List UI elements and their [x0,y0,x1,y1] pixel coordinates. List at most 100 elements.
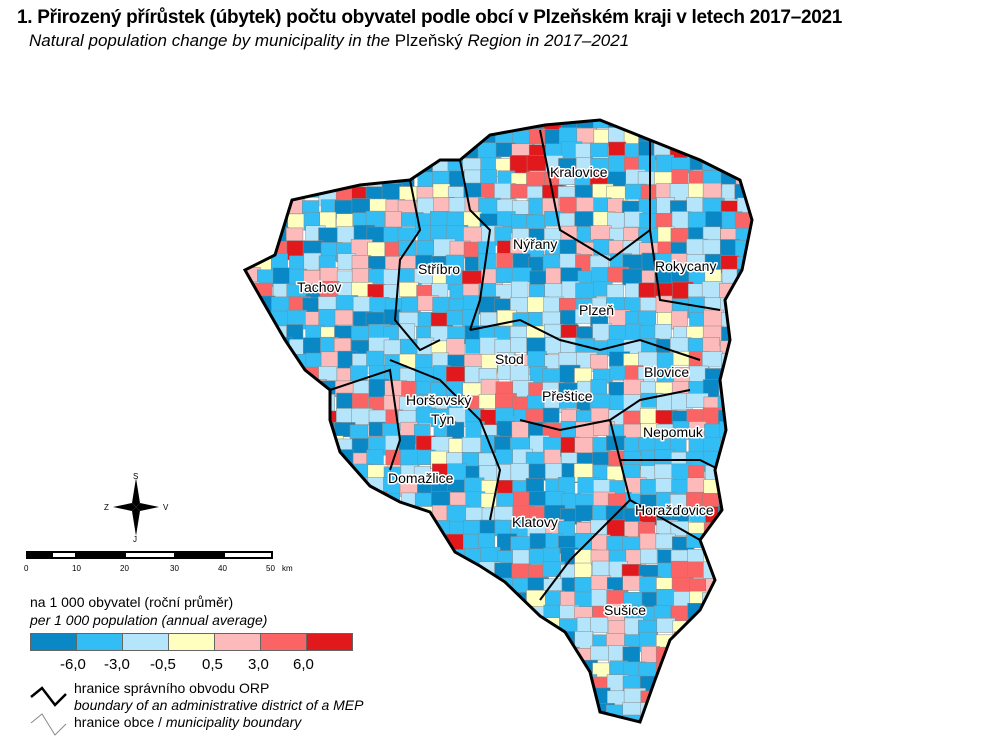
municipality-cell [415,592,435,610]
municipality-cell [350,588,372,605]
municipality-cell [654,715,671,722]
municipality-cell [751,592,752,608]
municipality-cell [703,437,721,453]
municipality-cell [734,590,752,606]
municipality-cell [750,620,752,638]
municipality-cell [465,578,487,595]
municipality-cell [734,407,752,426]
legend-break: 6,0 [293,656,314,673]
municipality-cell [672,717,695,722]
municipality-cell [337,155,358,173]
municipality-cell [753,449,770,466]
municipality-cell [481,120,503,135]
municipality-cell [351,522,373,542]
scale-tick: 10 [72,564,81,573]
municipality-cell [718,702,737,719]
municipality-cell [256,380,275,401]
municipality-cell [254,214,272,233]
municipality-cell [415,354,433,369]
municipality-cell [526,673,544,689]
municipality-cell [245,494,261,514]
label-prestice: Přeštice [542,388,593,404]
municipality-cell [400,590,419,606]
municipality-cell [385,633,404,653]
legend-muni-cz: hranice obce / [74,714,162,730]
municipality-cell [271,450,292,470]
municipality-cell [751,493,752,512]
municipality-cell [751,126,752,142]
municipality-cell [304,505,322,525]
municipality-cell [272,661,294,677]
municipality-cell [751,688,752,708]
municipality-cell [245,129,261,150]
municipality-cell [688,660,708,679]
municipality-cell [621,120,642,129]
municipality-cell [256,519,277,536]
label-nyrany: Nýřany [513,236,557,252]
municipality-cell [254,182,275,202]
municipality-cell [350,645,369,662]
municipality-cell [510,717,531,722]
municipality-cell [245,199,263,220]
municipality-cell [736,295,752,311]
municipality-cell [302,464,321,484]
municipality-cell [686,632,707,650]
municipality-cell [303,589,323,606]
label-klatovy: Klatovy [512,514,558,530]
municipality-cell [529,270,547,286]
label-blovice: Blovice [644,364,689,380]
municipality-cell [303,449,322,468]
municipality-cell [270,186,289,207]
municipality-cell [430,632,449,652]
municipality-cell [753,145,774,160]
municipality-cell [622,646,641,663]
municipality-cell [367,141,386,157]
subtitle-region: Plzeňský [394,31,463,50]
municipality-cell [320,563,343,583]
municipality-cell [497,717,516,722]
municipality-cell [368,576,391,596]
municipality-cell [289,434,309,454]
municipality-cell [590,225,612,241]
municipality-cell [446,563,465,583]
municipality-cell [352,564,375,581]
municipality-cell [463,619,485,635]
municipality-cell [478,672,501,692]
municipality-cell [286,130,306,150]
municipality-cell [289,407,310,425]
municipality-cell [382,533,400,550]
municipality-cell [432,701,455,717]
municipality-cell [430,592,453,610]
municipality-cell [270,507,293,524]
municipality-cell [751,184,752,205]
label-tyn: Týn [431,411,454,427]
municipality-cell [687,130,709,149]
municipality-cell [753,520,774,539]
municipality-cell [270,352,293,369]
municipality-cell [334,120,358,131]
municipality-cell [400,578,423,596]
municipality-cell [272,477,295,496]
municipality-cell [382,562,405,580]
municipality-cell [497,632,515,653]
municipality-cell [302,421,322,437]
municipality-cell [575,504,593,522]
municipality-cell [351,393,369,409]
municipality-cell [590,645,609,661]
municipality-cell [303,435,322,452]
municipality-cell [575,690,596,711]
municipality-cell [351,546,374,567]
municipality-cell [686,477,706,494]
municipality-cell [304,548,324,568]
municipality-cell [542,716,565,722]
compass-n: S [133,472,138,481]
municipality-cell [287,449,305,467]
municipality-cell [270,589,289,610]
municipality-cell [574,562,592,580]
municipality-cell [734,352,752,369]
municipality-cell [736,436,752,455]
municipality-cell [702,674,722,692]
municipality-cell [686,196,705,213]
municipality-cell [400,534,419,552]
legend-swatch [31,634,77,650]
